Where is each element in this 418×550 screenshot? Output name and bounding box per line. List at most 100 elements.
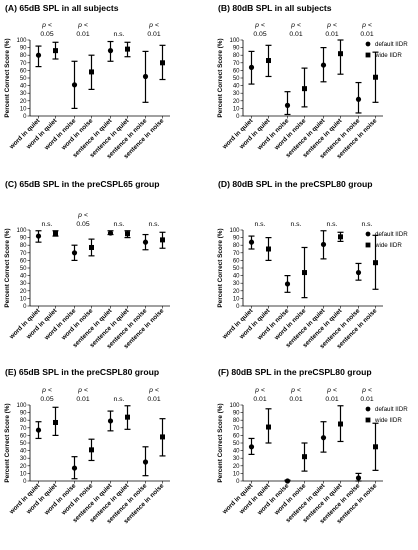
panel-title: (D) 80dB SPL in the preCSPL80 group xyxy=(218,179,373,189)
point-default-iidr xyxy=(320,62,327,68)
y-tick-label: 50 xyxy=(233,266,240,272)
point-wide-iidr xyxy=(302,454,307,460)
y-tick-label: 0 xyxy=(236,304,240,310)
y-tick-label: 10 xyxy=(233,471,240,477)
point-wide-iidr xyxy=(160,434,165,440)
point-wide-iidr xyxy=(338,421,343,427)
p-value: 0.05 xyxy=(253,31,266,38)
legend-label: wide IIDR xyxy=(374,242,402,249)
point-wide-iidr xyxy=(302,86,307,92)
point-wide-iidr xyxy=(373,74,378,80)
x-tick-label: word in quiet xyxy=(25,117,59,151)
y-tick-label: 20 xyxy=(20,464,27,470)
p-value: 0.05 xyxy=(76,221,89,228)
y-tick-label: 90 xyxy=(20,236,27,242)
y-tick-label: 80 xyxy=(20,418,27,424)
y-tick-label: 80 xyxy=(20,53,27,59)
y-tick-label: 20 xyxy=(233,289,240,295)
p-label: p < xyxy=(148,387,159,394)
point-default-iidr xyxy=(35,427,42,433)
point-wide-iidr xyxy=(160,237,165,243)
point-default-iidr xyxy=(71,250,78,256)
point-wide-iidr xyxy=(266,58,271,64)
y-tick-label: 50 xyxy=(20,441,27,447)
point-wide-iidr xyxy=(338,51,343,57)
point-default-iidr xyxy=(71,465,78,471)
y-axis-label: Percent Correct Score (%) xyxy=(4,228,11,307)
y-tick-label: 90 xyxy=(20,411,27,417)
y-tick-label: 0 xyxy=(236,479,240,485)
legend-label: wide IIDR xyxy=(374,52,402,59)
p-value: 0.01 xyxy=(147,396,160,403)
point-wide-iidr xyxy=(125,46,130,52)
x-tick-label: word in quiet xyxy=(238,117,272,151)
y-tick-label: 50 xyxy=(20,76,27,82)
p-label: p < xyxy=(41,22,52,29)
point-default-iidr xyxy=(107,48,114,54)
y-tick-label: 60 xyxy=(233,433,240,439)
y-tick-label: 10 xyxy=(233,106,240,112)
point-default-iidr xyxy=(355,269,362,276)
p-value: 0.01 xyxy=(325,31,338,38)
point-wide-iidr xyxy=(338,234,343,240)
p-label: p < xyxy=(41,387,52,394)
point-default-iidr xyxy=(35,52,42,58)
significance-label: n.s. xyxy=(149,221,160,228)
y-tick-label: 20 xyxy=(20,289,27,295)
legend-marker-wide-iidr xyxy=(365,417,371,423)
y-tick-label: 90 xyxy=(233,46,240,52)
y-tick-label: 40 xyxy=(233,84,240,90)
p-label: p < xyxy=(77,22,88,29)
point-default-iidr xyxy=(107,230,114,236)
y-tick-label: 20 xyxy=(233,99,240,105)
x-tick-label: word in quiet xyxy=(25,482,59,516)
y-tick-label: 60 xyxy=(20,433,27,439)
y-axis-label: Percent Correct Score (%) xyxy=(217,228,224,307)
point-wide-iidr xyxy=(53,230,58,236)
point-wide-iidr xyxy=(89,69,94,75)
y-tick-label: 60 xyxy=(20,258,27,264)
y-tick-label: 70 xyxy=(233,426,240,432)
p-value: 0.01 xyxy=(289,396,302,403)
point-wide-iidr xyxy=(89,447,94,453)
y-tick-label: 40 xyxy=(20,449,27,455)
point-default-iidr xyxy=(284,102,291,108)
legend-marker-default-iidr xyxy=(365,406,371,412)
p-value: 0.01 xyxy=(289,31,302,38)
y-tick-label: 100 xyxy=(16,228,27,234)
y-tick-label: 60 xyxy=(20,68,27,74)
y-tick-label: 70 xyxy=(233,251,240,257)
legend-marker-wide-iidr xyxy=(365,242,371,248)
legend-marker-wide-iidr xyxy=(365,52,371,58)
x-tick-label: word in quiet xyxy=(25,307,59,341)
point-default-iidr xyxy=(71,82,78,88)
point-wide-iidr xyxy=(89,244,94,250)
y-tick-label: 30 xyxy=(233,91,240,97)
y-tick-label: 100 xyxy=(229,228,240,234)
point-default-iidr xyxy=(35,233,42,239)
y-tick-label: 100 xyxy=(16,403,27,409)
y-axis-label: Percent Correct Score (%) xyxy=(4,403,11,482)
significance-label: n.s. xyxy=(362,221,373,228)
y-tick-label: 30 xyxy=(233,456,240,462)
legend: default IIDR wide IIDR xyxy=(365,41,408,59)
p-label: p < xyxy=(77,212,88,219)
significance-label: n.s. xyxy=(255,221,266,228)
y-tick-label: 80 xyxy=(233,418,240,424)
p-label: p < xyxy=(290,387,301,394)
point-wide-iidr xyxy=(266,246,271,252)
point-default-iidr xyxy=(355,475,362,481)
y-tick-label: 10 xyxy=(20,106,27,112)
point-wide-iidr xyxy=(373,260,378,266)
y-tick-label: 0 xyxy=(23,479,27,485)
p-label: p < xyxy=(77,387,88,394)
legend-label: wide IIDR xyxy=(374,417,402,424)
point-wide-iidr xyxy=(160,60,165,66)
point-default-iidr xyxy=(248,64,255,70)
legend-label: default IIDR xyxy=(375,231,408,238)
point-wide-iidr xyxy=(53,419,58,425)
y-axis-label: Percent Correct Score (%) xyxy=(4,38,11,117)
significance-label: n.s. xyxy=(114,31,125,38)
y-tick-label: 50 xyxy=(233,76,240,82)
